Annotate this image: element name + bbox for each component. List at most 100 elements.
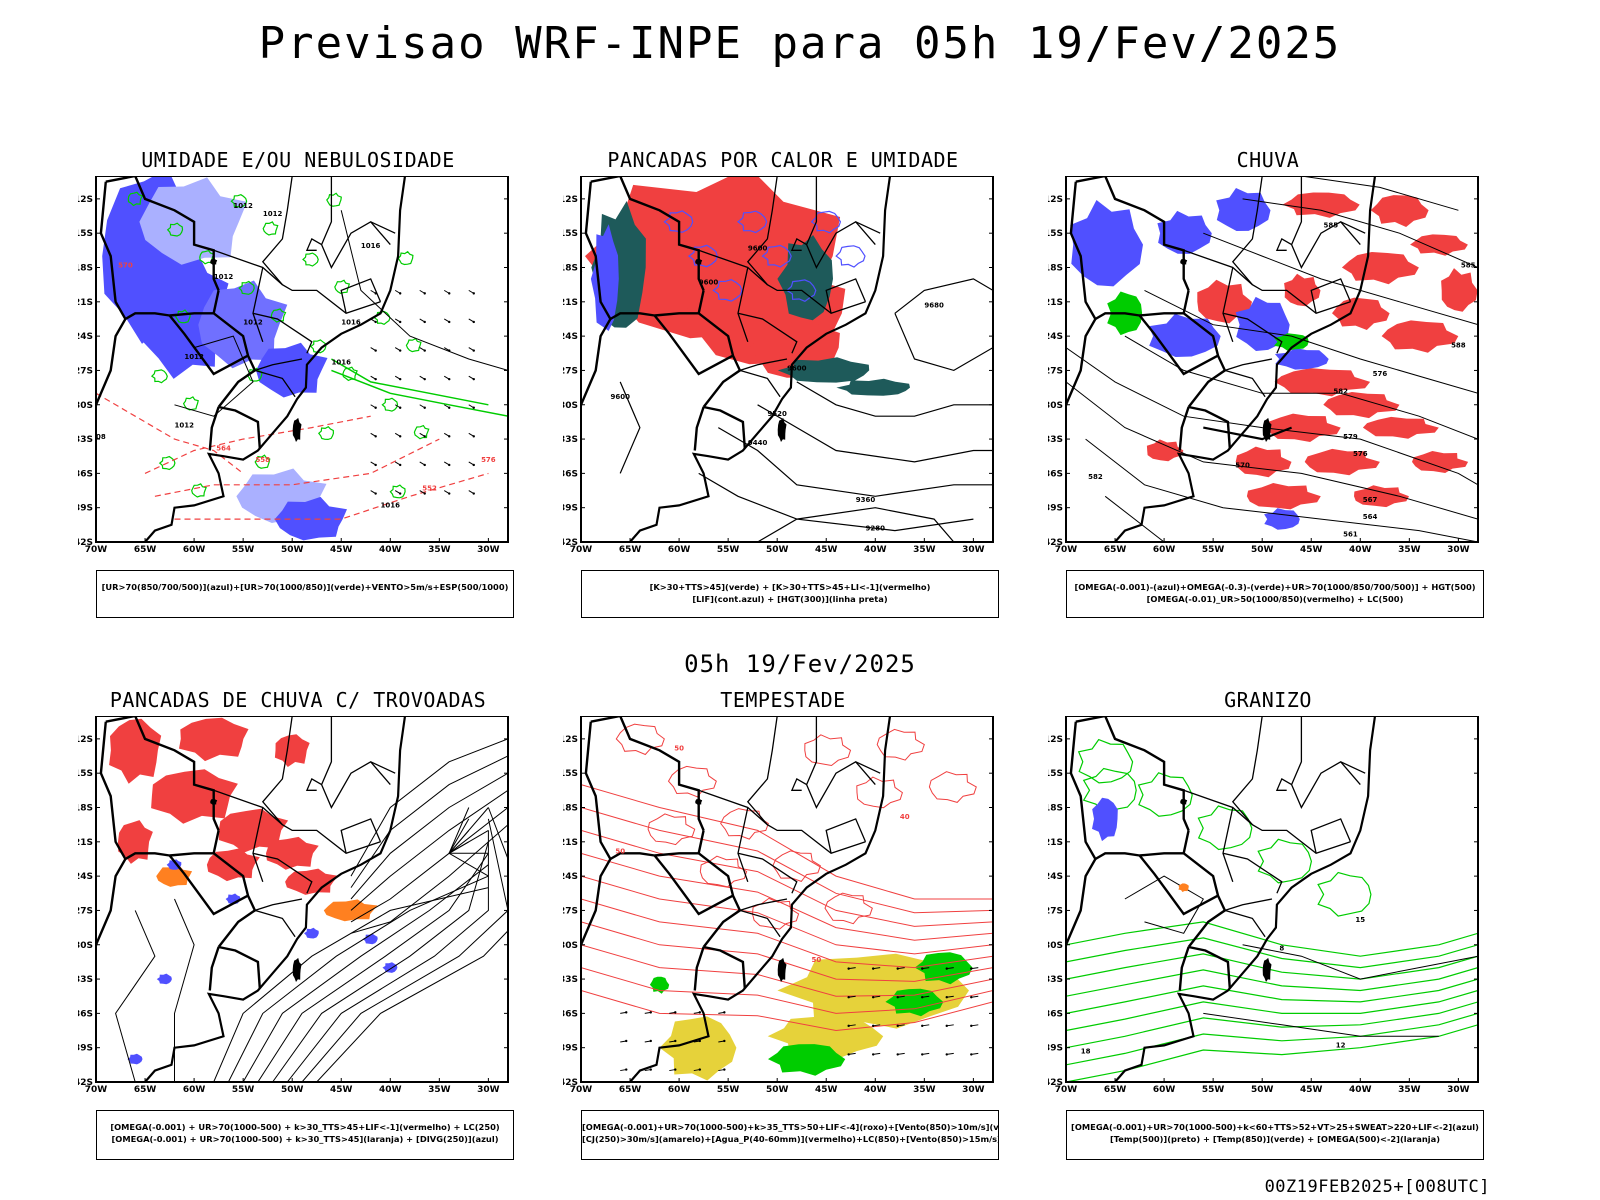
rain-area [1362,416,1439,439]
panel-chuva: CHUVA [OMEGA(-0.001)-(azul)+OMEGA(-0.3)-… [1048,148,1488,628]
country-border [590,716,705,831]
rain-area [1441,268,1478,312]
state-border [1275,777,1292,791]
divergence-area [362,933,378,945]
state-border [254,909,296,938]
state-border [1231,176,1351,315]
country-border [1138,854,1219,916]
green-contour [397,250,414,266]
lat-label: 36S [78,469,93,479]
lat-label: 27S [1048,906,1063,916]
lake [210,258,218,266]
lat-label: 18S [563,264,578,274]
omega-area [1274,347,1329,370]
state-border [739,909,781,938]
wind-vector [945,967,948,970]
wind-vector [674,1011,677,1014]
temp850-contour [1066,967,1478,997]
state-border [746,716,866,855]
state-border [825,278,867,314]
panel-title: GRANIZO [1224,688,1312,712]
height-contour [1203,232,1478,326]
country-border [105,176,220,291]
wind-vector [398,406,402,409]
wind-vector [374,492,377,495]
temp500-contour [1124,875,1204,934]
contour-label: 9680 [924,302,944,310]
lon-label: 30W [962,545,985,555]
lifted-index-contour [835,245,866,268]
pressure-contour [340,210,508,371]
rain-area [1284,273,1321,307]
contour-label: 558 [255,456,270,464]
thickness-contour [174,472,489,520]
country-border [96,721,127,957]
green-contour [182,396,199,411]
axes: 12S 15S 18S 21S 24S 27S 30S 33S 36S 39S 42S70W 65W 6… [1048,716,1479,1095]
lon-label: 65W [619,1085,642,1095]
contour-label: 40 [900,813,910,821]
lifted-index-area [590,224,619,331]
wind-vector [921,1053,924,1056]
hail-area [1092,797,1118,842]
lon-label: 60W [1153,545,1176,555]
lon-label: 55W [232,545,255,555]
green-contour [127,191,144,207]
wind-vector [871,1024,875,1028]
convection-area [323,899,378,922]
rain-area [1381,320,1459,353]
state-border [1290,716,1361,809]
temp850-contour [1257,838,1313,884]
contour-label: 50 [615,847,625,855]
lc850-streamline [581,990,993,1032]
streamline [350,772,508,900]
lon-label: 40W [1349,1085,1372,1095]
lat-label: 24S [78,332,93,342]
lat-label: 36S [1048,1009,1063,1019]
coastline [629,716,892,1082]
wind-vector [896,1053,899,1056]
country-border [1178,946,1190,991]
temp850-contour [1066,953,1478,980]
state-border [1224,898,1273,912]
state-border [252,852,313,894]
contour-label: 588 [1451,342,1466,350]
streamline [174,898,195,1082]
thunderstorm-area [151,769,238,824]
green-contour [238,280,255,295]
lifted-index-contour [687,244,718,268]
wind-vector [698,1039,702,1043]
state-border [790,237,807,251]
height-contour [619,381,641,474]
lon-label: 65W [1104,1085,1127,1095]
country-border [1075,716,1190,831]
legend-line: [Temp(500)](preto) + [Temp(850)](verde) … [1109,1134,1441,1144]
coastline [629,176,892,542]
wind-vector [945,1053,948,1056]
country-border [1188,945,1231,989]
lat-label: 18S [78,804,93,814]
wind-vector [423,377,426,381]
panel-title: PANCADAS DE CHUVA C/ TROVOADAS [109,688,487,712]
green-contour [381,397,399,412]
height-contour [1085,438,1478,542]
green-contour [150,369,168,384]
contour-label: 1012 [214,273,234,281]
lat-label: 27S [563,366,578,376]
green-contour [317,425,335,441]
precip-water-contour [876,728,925,761]
state-border [739,898,788,912]
legend-line: [OMEGA(-0.001) + UR>70(1000-500) + k>30_… [110,1122,500,1132]
lon-label: 40W [864,1085,887,1095]
country-border [218,405,261,449]
panel-pancadas-calor: PANCADAS POR CALOR E UMIDADE [K>30+TTS>4… [563,148,1003,628]
lon-label: 50W [766,1085,789,1095]
lon-label: 30W [477,1085,500,1095]
temp850-contour [1066,978,1478,1014]
lon-label: 45W [815,545,838,555]
country-border [697,830,742,948]
lon-label: 50W [766,545,789,555]
divergence-area [382,962,398,973]
country-border [609,852,655,861]
rain-area [1412,451,1469,473]
